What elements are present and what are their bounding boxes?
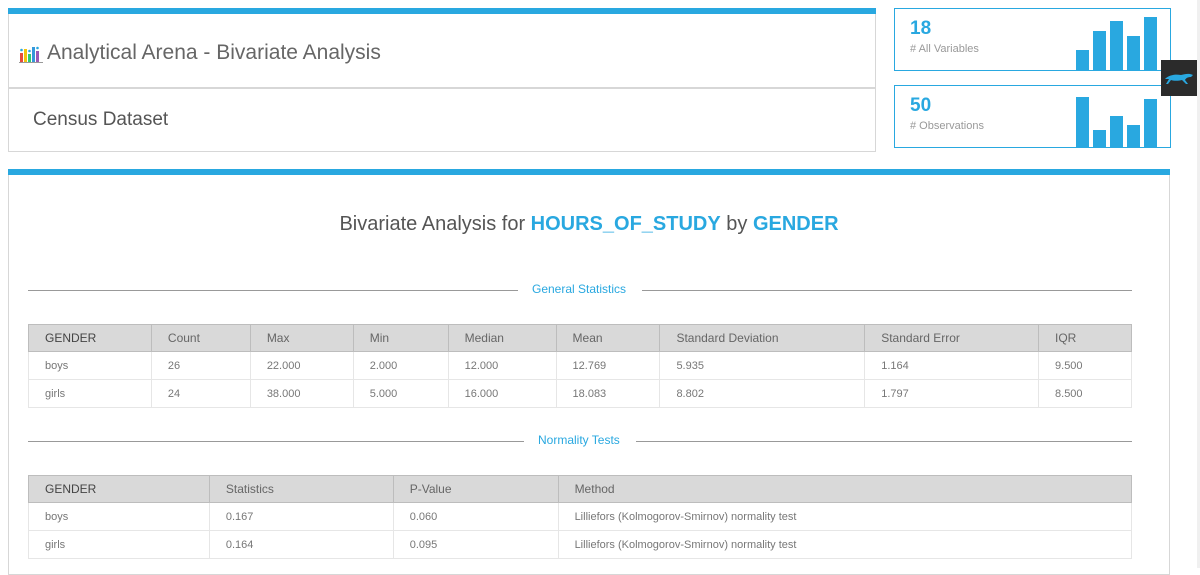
table-cell: girls xyxy=(28,530,210,559)
analysis-title-prefix: Bivariate Analysis for xyxy=(339,213,526,235)
table-cell: 9.500 xyxy=(1038,351,1132,380)
table-cell: 12.000 xyxy=(447,351,557,380)
stats-column-header[interactable]: Median xyxy=(447,324,557,352)
table-cell: 12.769 xyxy=(555,351,661,380)
table-row: girls 0.164 0.095 Lilliefors (Kolmogorov-Sm… xyxy=(28,530,1133,559)
title-panel: Analytical Arena - Bivariate Analysis xyxy=(8,14,876,88)
table-cell: 26 xyxy=(150,351,251,380)
scrollbar[interactable] xyxy=(1197,0,1200,568)
dataset-name: Census Dataset xyxy=(33,109,169,130)
normality-column-header[interactable]: Method xyxy=(557,475,1133,503)
panther-widget-button[interactable] xyxy=(1161,60,1197,96)
section-divider-left xyxy=(28,290,518,291)
table-cell: 16.000 xyxy=(447,379,557,408)
section-divider-right xyxy=(642,290,1132,291)
table-cell: girls xyxy=(28,379,152,408)
table-row: girls 24 38.000 5.000 16.000 18.083 8.802 1.797… xyxy=(28,379,1132,408)
kpi-bar xyxy=(1110,21,1123,70)
title-accent-bar xyxy=(8,8,876,14)
table-cell: 24 xyxy=(150,379,251,408)
kpi-bar xyxy=(1093,31,1106,70)
kpi-bar xyxy=(1127,125,1140,147)
kpi-value: 50 xyxy=(910,95,932,116)
dataset-panel: Census Dataset xyxy=(8,88,876,152)
table-cell: Lilliefors (Kolmogorov-Smirnov) normalit… xyxy=(557,530,1133,559)
stats-column-header[interactable]: Min xyxy=(352,324,449,352)
main-accent-bar xyxy=(8,169,1170,175)
stats-column-header[interactable]: Count xyxy=(150,324,251,352)
table-cell: 0.095 xyxy=(392,530,559,559)
table-cell: Lilliefors (Kolmogorov-Smirnov) normalit… xyxy=(557,502,1133,531)
section-divider-right xyxy=(636,441,1132,442)
kpi-bar xyxy=(1144,99,1157,147)
kpi-bars xyxy=(1076,87,1160,147)
kpi-bar xyxy=(1144,17,1157,70)
table-cell: 8.500 xyxy=(1038,379,1132,408)
kpi-bar xyxy=(1076,50,1089,70)
kpi-label: # All Variables xyxy=(910,43,979,55)
section-divider-left xyxy=(28,441,524,442)
general-statistics-label: General Statistics xyxy=(532,282,627,296)
kpi-bars xyxy=(1076,10,1160,70)
table-cell: 0.167 xyxy=(208,502,394,531)
stats-column-header[interactable]: IQR xyxy=(1038,324,1132,352)
table-row: boys 0.167 0.060 Lilliefors (Kolmogorov-Smi… xyxy=(28,502,1133,531)
table-row: boys 26 22.000 2.000 12.000 12.769 5.935 1.164 9… xyxy=(28,351,1132,380)
normality-tests-table: GENDER Statistics P-Value Method boys 0.167 0… xyxy=(28,475,1133,559)
normality-column-header[interactable]: P-Value xyxy=(392,475,559,503)
kpi-bar xyxy=(1127,36,1140,70)
table-cell: 2.000 xyxy=(352,351,449,380)
kpi-card-observations: 50 # Observations xyxy=(894,85,1171,148)
table-cell: 0.164 xyxy=(208,530,394,559)
kpi-card-variables: 18 # All Variables xyxy=(894,8,1171,71)
stats-column-header[interactable]: Max xyxy=(249,324,354,352)
table-cell: 18.083 xyxy=(555,379,661,408)
table-cell: 5.000 xyxy=(352,379,449,408)
normality-column-header[interactable]: Statistics xyxy=(208,475,394,503)
table-header-row: GENDER Count Max Min Median Mean Standard Devi… xyxy=(28,324,1132,352)
bar-chart-icon xyxy=(19,46,43,63)
analysis-group: GENDER xyxy=(752,213,839,235)
analysis-variable: HOURS_OF_STUDY xyxy=(530,213,721,235)
stats-column-header[interactable]: Mean xyxy=(555,324,661,352)
normality-tests-label: Normality Tests xyxy=(538,433,620,447)
table-cell: 38.000 xyxy=(249,379,354,408)
app-title-text: Analytical Arena - Bivariate Analysis xyxy=(47,41,381,64)
normality-column-header[interactable]: GENDER xyxy=(28,475,210,503)
table-cell: 0.060 xyxy=(392,502,559,531)
kpi-bar xyxy=(1076,97,1089,147)
table-cell: boys xyxy=(28,351,152,380)
kpi-value: 18 xyxy=(910,18,932,39)
table-cell: 22.000 xyxy=(249,351,354,380)
analysis-title: Bivariate Analysis for HOURS_OF_STUDY by… xyxy=(0,213,1178,236)
stats-column-header[interactable]: Standard Deviation xyxy=(659,324,866,352)
general-statistics-table: GENDER Count Max Min Median Mean Standard Devi… xyxy=(28,324,1132,408)
kpi-bar xyxy=(1110,116,1123,147)
table-cell: 8.802 xyxy=(659,379,866,408)
table-cell: boys xyxy=(28,502,210,531)
kpi-label: # Observations xyxy=(910,120,984,132)
table-cell: 5.935 xyxy=(659,351,866,380)
table-header-row: GENDER Statistics P-Value Method xyxy=(28,475,1133,503)
kpi-bar xyxy=(1093,130,1106,147)
table-cell: 1.797 xyxy=(864,379,1040,408)
analysis-by: by xyxy=(726,213,748,235)
app-title: Analytical Arena - Bivariate Analysis xyxy=(19,41,381,65)
panther-icon xyxy=(1165,73,1193,84)
stats-column-header[interactable]: GENDER xyxy=(28,324,152,352)
stats-column-header[interactable]: Standard Error xyxy=(864,324,1040,352)
table-cell: 1.164 xyxy=(864,351,1040,380)
